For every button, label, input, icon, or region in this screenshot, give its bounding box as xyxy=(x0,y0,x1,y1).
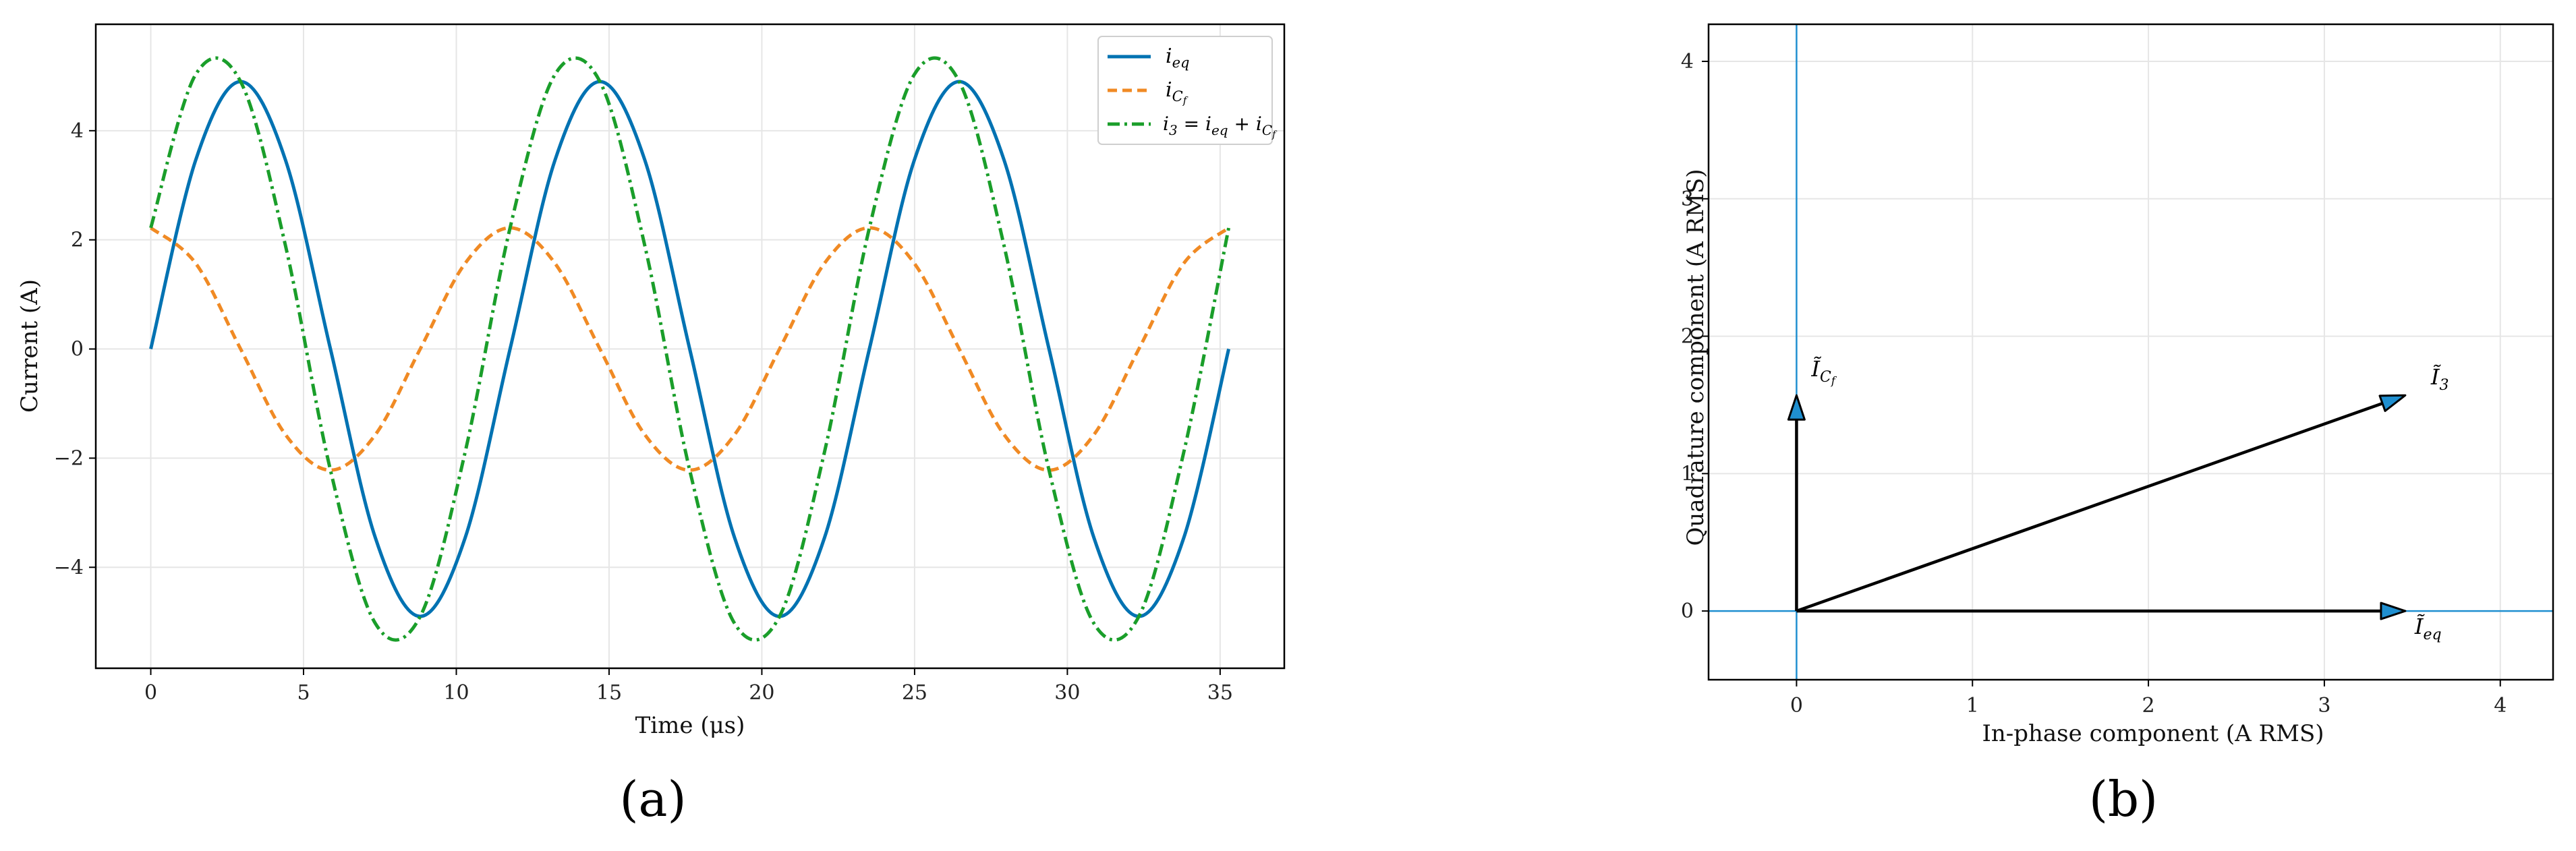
vector-arrowhead-i3 xyxy=(2378,394,2407,412)
chart-a-ytick-label: −2 xyxy=(54,446,84,470)
chart-a-ylabel: Current (A) xyxy=(16,279,43,413)
chart-a-xtick-label: 10 xyxy=(443,681,469,705)
chart-b-ylabel: Quadrature component (A RMS) xyxy=(1682,169,1709,546)
chart-b-vectors xyxy=(1787,394,2407,620)
chart-b-ytick-label: 2 xyxy=(1681,325,1694,349)
vector-label-i-3: Ĩ3 xyxy=(2430,364,2449,394)
chart-a-ytick-label: 0 xyxy=(71,338,84,361)
chart-b-ticks: 0 1 2 3 4 0 1 2 3 4 xyxy=(1681,50,2507,717)
chart-a-grid xyxy=(96,24,1284,668)
chart-b: 0 1 2 3 4 0 1 2 3 4 Ĩeq ĨCf Ĩ3 In-phase component… xyxy=(1681,23,2554,827)
vector-label-i-eq: Ĩeq xyxy=(2414,614,2442,643)
chart-a-xtick-label: 20 xyxy=(749,681,774,705)
chart-a-ticks: 0 5 10 15 20 25 30 35 −4 −2 0 2 4 xyxy=(54,119,1233,705)
chart-a: 0 5 10 15 20 25 30 35 −4 −2 0 2 4 ieq iCf i3 = ieq +… xyxy=(16,23,1286,827)
chart-a-ytick-label: 2 xyxy=(71,229,84,252)
chart-b-xlabel: In-phase component (A RMS) xyxy=(1982,720,2324,747)
chart-a-xlabel: Time (μs) xyxy=(635,712,745,739)
chart-b-ytick-label: 4 xyxy=(1681,50,1694,74)
chart-a-series xyxy=(149,56,1231,642)
panel-label-b: (b) xyxy=(2089,771,2158,827)
chart-a-legend: ieq iCf i3 = ieq + iCf xyxy=(1097,36,1278,145)
chart-a-xtick-label: 5 xyxy=(297,681,310,705)
chart-b-ytick-label: 3 xyxy=(1681,187,1694,211)
chart-b-xtick-label: 1 xyxy=(1966,694,1979,717)
chart-b-zero-axes xyxy=(1709,24,2553,680)
panel-label-a: (a) xyxy=(619,771,686,827)
vector-arrowhead-ieq xyxy=(2380,601,2407,620)
chart-a-series-line-2 xyxy=(149,56,1231,642)
vector-shaft-i3 xyxy=(1796,402,2383,613)
chart-b-ytick-label: 0 xyxy=(1681,599,1694,623)
chart-b-xtick-label: 2 xyxy=(2142,694,2155,717)
vector-label-i-cf: ĨCf xyxy=(1810,356,1837,387)
chart-b-xtick-label: 3 xyxy=(2318,694,2330,717)
chart-b-frame xyxy=(1707,23,2554,681)
chart-a-xtick-label: 25 xyxy=(902,681,927,705)
chart-a-xtick-label: 30 xyxy=(1054,681,1080,705)
chart-a-series-line-0 xyxy=(149,80,1231,618)
chart-a-frame xyxy=(94,23,1286,670)
chart-a-xtick-label: 0 xyxy=(144,681,157,705)
chart-b-xtick-label: 4 xyxy=(2494,694,2507,717)
chart-b-grid xyxy=(1709,24,2553,680)
chart-a-xtick-label: 35 xyxy=(1207,681,1233,705)
chart-a-ytick-label: 4 xyxy=(71,119,84,143)
chart-a-xtick-label: 15 xyxy=(596,681,622,705)
chart-a-ytick-label: −4 xyxy=(54,556,84,579)
chart-b-xtick-label: 0 xyxy=(1790,694,1803,717)
vector-arrowhead-icf xyxy=(1787,394,1806,421)
chart-b-ytick-label: 1 xyxy=(1681,462,1694,486)
